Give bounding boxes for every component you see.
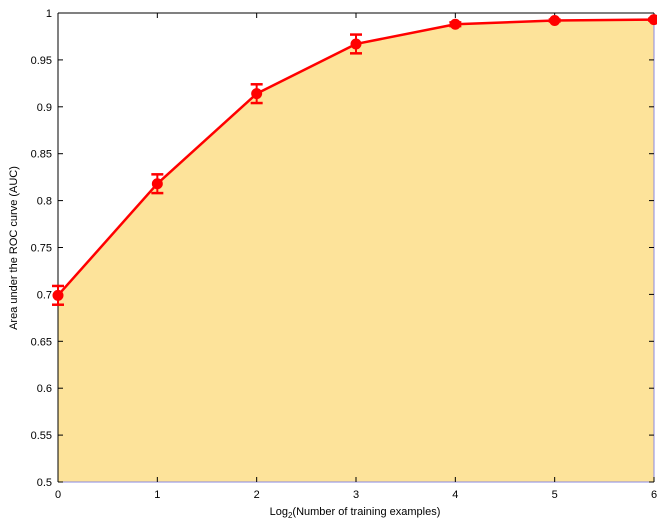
y-tick-label: 0.5 xyxy=(37,477,52,489)
y-tick-label: 0.55 xyxy=(31,430,52,442)
x-tick-label: 3 xyxy=(353,489,359,501)
y-tick-label: 0.75 xyxy=(31,243,52,255)
area-fill xyxy=(58,19,654,482)
y-tick-label: 0.6 xyxy=(37,383,52,395)
y-tick-label: 0.9 xyxy=(37,102,52,114)
y-axis-title: Area under the ROC curve (AUC) xyxy=(8,166,20,330)
data-point xyxy=(350,38,362,50)
x-tick-label: 6 xyxy=(651,489,657,501)
x-tick-label: 5 xyxy=(552,489,558,501)
x-axis-title: Log2(Number of training examples) xyxy=(270,506,441,520)
y-tick-label: 1 xyxy=(46,8,52,20)
x-axis-title-prefix: Log xyxy=(270,506,288,518)
y-tick-label: 0.85 xyxy=(31,149,52,161)
y-tick-label: 0.7 xyxy=(37,289,52,301)
x-axis-title-subscript: 2 xyxy=(288,511,293,520)
x-axis-title-suffix: (Number of training examples) xyxy=(292,506,440,518)
data-point xyxy=(251,88,263,100)
y-tick-label: 0.95 xyxy=(31,55,52,67)
y-axis-ticks: 0.5 0.55 0.6 0.65 0.7 0.75 0.8 0.85 0.9 0.95 1 xyxy=(31,8,654,489)
x-tick-label: 1 xyxy=(154,489,160,501)
x-tick-label: 4 xyxy=(452,489,458,501)
y-tick-label: 0.65 xyxy=(31,336,52,348)
data-point xyxy=(52,289,64,301)
y-tick-label: 0.8 xyxy=(37,196,52,208)
data-point xyxy=(449,18,461,30)
x-axis-ticks: 0 1 2 3 4 5 6 xyxy=(55,13,657,501)
data-point xyxy=(648,14,657,26)
series-layer xyxy=(52,14,657,306)
data-point xyxy=(151,178,163,190)
data-point xyxy=(549,15,561,27)
x-tick-label: 2 xyxy=(254,489,260,501)
area-fill-layer xyxy=(58,19,654,482)
x-tick-label: 0 xyxy=(55,489,61,501)
